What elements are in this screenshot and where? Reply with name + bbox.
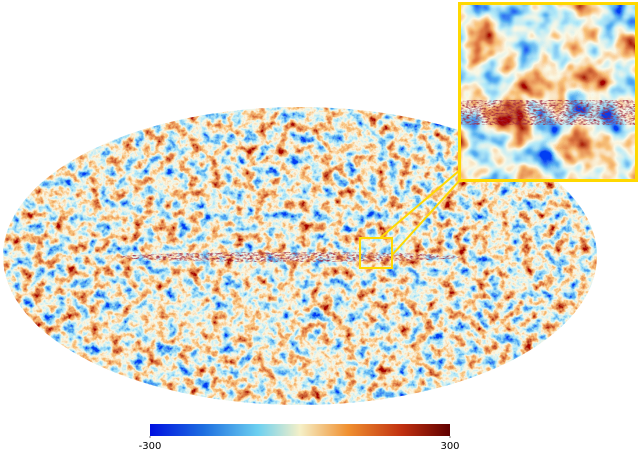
- zoom-box: [359, 237, 393, 269]
- colorbar-ticks: -300 300: [139, 436, 460, 451]
- colorbar: [150, 424, 450, 436]
- inset-texture: [458, 2, 638, 182]
- inset: [458, 2, 638, 182]
- inset-frame: [458, 2, 638, 182]
- colorbar-tick-label: 300: [440, 441, 459, 451]
- inset-plane: [458, 100, 638, 125]
- zoom-line: [379, 169, 461, 239]
- galactic-plane: [120, 252, 460, 262]
- colorbar-tick-label: -300: [139, 441, 162, 451]
- zoom-line: [391, 179, 461, 256]
